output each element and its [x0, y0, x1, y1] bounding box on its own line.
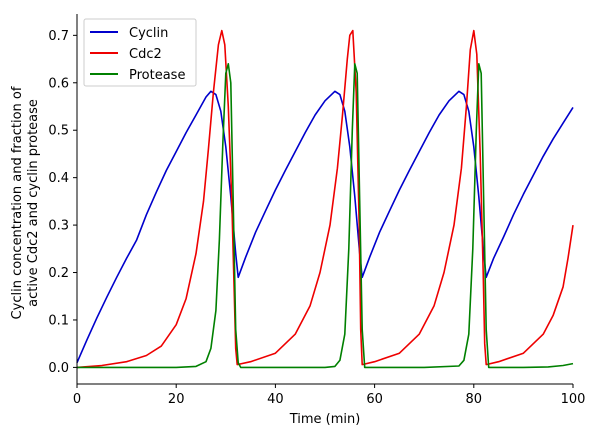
y-axis-label-line-2: active Cdc2 and cyclin protease: [26, 99, 41, 307]
x-tick-label: 80: [466, 392, 483, 407]
legend-label-cdc2: Cdc2: [129, 47, 162, 62]
x-tick-label: 60: [366, 392, 383, 407]
x-tick-label: 20: [168, 392, 185, 407]
y-tick-label: 0.2: [48, 266, 69, 281]
x-tick-label: 0: [73, 392, 81, 407]
series-line-cdc2: [76, 29, 574, 369]
series-layer: [76, 29, 574, 369]
legend-label-cyclin: Cyclin: [129, 26, 168, 41]
y-tick-label: 0.4: [48, 171, 69, 186]
y-tick-label: 0.0: [48, 361, 69, 376]
ticks: 0 20 40 60 80 100 0.0 0.1 0.2 0.3 0.4 0.5 0.6 0.7: [48, 29, 585, 407]
legend-frame: [83, 18, 197, 87]
legend-label-protease: Protease: [129, 68, 185, 83]
x-tick-label: 40: [267, 392, 284, 407]
series-line-cyclin: [76, 90, 574, 364]
x-tick-label: 100: [561, 392, 586, 407]
y-tick-label: 0.6: [48, 76, 69, 91]
series-line-protease: [77, 62, 574, 369]
y-tick-label: 0.1: [48, 313, 69, 328]
axes: [76, 14, 573, 385]
y-tick-label: 0.7: [48, 29, 69, 44]
legend: Cyclin Cdc2 Protease: [83, 18, 197, 87]
y-axis-label-line-1: Cyclin concentration and fraction of: [10, 86, 25, 319]
y-tick-label: 0.3: [48, 219, 69, 234]
x-axis-label: Time (min): [289, 412, 361, 427]
y-tick-label: 0.5: [48, 124, 69, 139]
